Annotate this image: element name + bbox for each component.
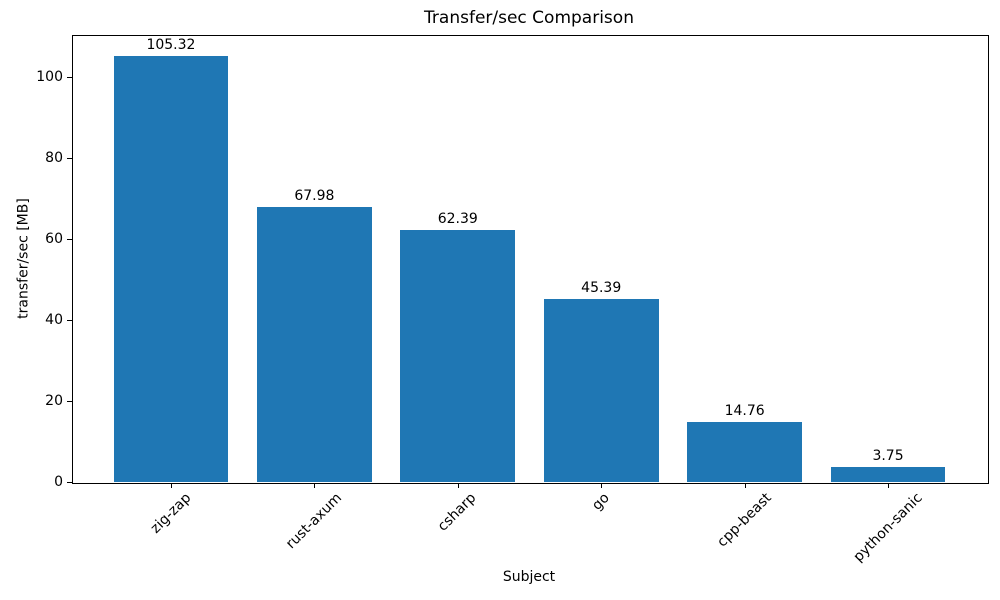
x-tick-label-zig-zap: zig-zap bbox=[147, 490, 194, 537]
x-tick-label-rust-axum: rust-axum bbox=[282, 490, 345, 553]
y-tick bbox=[67, 481, 72, 483]
y-tick bbox=[67, 77, 72, 79]
x-tick bbox=[457, 483, 459, 488]
x-tick-label-cpp-beast: cpp-beast bbox=[714, 490, 775, 551]
bar-python-sanic bbox=[830, 466, 946, 482]
x-tick bbox=[888, 483, 890, 488]
y-tick-label: 60 bbox=[45, 231, 63, 247]
bar-value-label: 3.75 bbox=[872, 447, 904, 464]
bar-cpp-beast bbox=[687, 422, 802, 482]
bar-go bbox=[543, 298, 659, 482]
y-tick-label: 80 bbox=[45, 150, 63, 167]
x-tick-label-csharp: csharp bbox=[435, 490, 480, 535]
y-tick-label: 0 bbox=[54, 473, 63, 490]
y-tick bbox=[67, 319, 72, 321]
bar-csharp bbox=[400, 229, 516, 482]
y-tick bbox=[67, 158, 72, 160]
y-tick-label: 40 bbox=[45, 311, 63, 328]
x-tick-label-python-sanic: python-sanic bbox=[850, 490, 926, 566]
bar-value-label: 105.32 bbox=[146, 37, 196, 54]
x-tick-label-go: go bbox=[589, 490, 613, 514]
bar-zig-zap bbox=[113, 56, 229, 482]
x-axis-label: Subject bbox=[502, 569, 556, 585]
x-tick bbox=[314, 483, 316, 488]
bar-value-label: 67.98 bbox=[294, 188, 335, 205]
y-tick-label: 100 bbox=[36, 69, 63, 86]
bar-value-label: 14.76 bbox=[724, 403, 765, 420]
bar-value-label: 45.39 bbox=[581, 279, 622, 296]
y-tick-label: 20 bbox=[45, 392, 63, 409]
chart-title: Transfer/sec Comparison bbox=[424, 8, 634, 28]
y-tick bbox=[67, 239, 72, 240]
x-tick bbox=[744, 483, 746, 488]
x-tick bbox=[170, 483, 172, 488]
bar-rust-axum bbox=[257, 207, 372, 482]
x-tick bbox=[601, 483, 603, 488]
bar-value-label: 62.39 bbox=[437, 210, 478, 227]
y-tick bbox=[67, 400, 72, 402]
